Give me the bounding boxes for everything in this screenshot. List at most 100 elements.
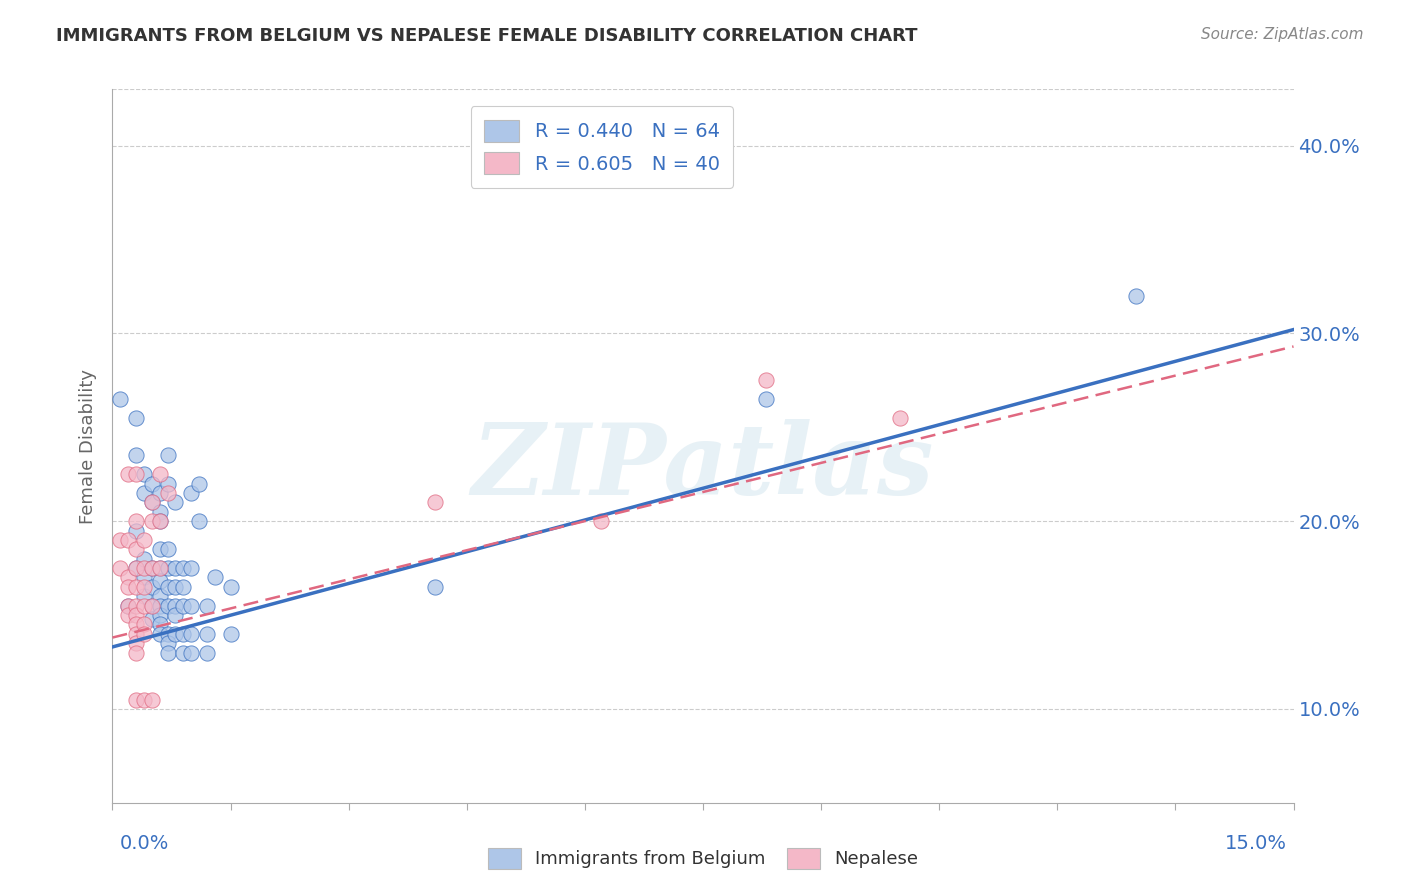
Point — [180, 627, 202, 641]
Point — [125, 646, 148, 660]
Point — [117, 599, 139, 613]
Point — [149, 589, 172, 603]
Legend: R = 0.440   N = 64, R = 0.605   N = 40: R = 0.440 N = 64, R = 0.605 N = 40 — [471, 106, 734, 188]
Point — [149, 617, 172, 632]
Text: ZIPatlas: ZIPatlas — [472, 419, 934, 516]
Point — [141, 495, 163, 509]
Point — [132, 580, 155, 594]
Point — [219, 627, 242, 641]
Point — [188, 476, 211, 491]
Point — [149, 561, 172, 575]
Point — [149, 505, 172, 519]
Point — [141, 599, 163, 613]
Point — [149, 542, 172, 557]
Point — [132, 589, 155, 603]
Point — [156, 580, 179, 594]
Point — [755, 373, 778, 387]
Point — [125, 524, 148, 538]
Point — [125, 636, 148, 650]
Point — [117, 570, 139, 584]
Point — [165, 607, 187, 622]
Point — [141, 599, 163, 613]
Point — [132, 561, 155, 575]
Point — [188, 514, 211, 528]
Point — [132, 692, 155, 706]
Point — [149, 514, 172, 528]
Point — [125, 542, 148, 557]
Point — [156, 636, 179, 650]
Point — [755, 392, 778, 406]
Point — [149, 574, 172, 589]
Point — [141, 561, 163, 575]
Point — [165, 627, 187, 641]
Legend: Immigrants from Belgium, Nepalese: Immigrants from Belgium, Nepalese — [481, 840, 925, 876]
Point — [125, 627, 148, 641]
Point — [156, 486, 179, 500]
Y-axis label: Female Disability: Female Disability — [79, 368, 97, 524]
Point — [180, 561, 202, 575]
Point — [117, 580, 139, 594]
Point — [156, 561, 179, 575]
Point — [172, 627, 194, 641]
Point — [165, 580, 187, 594]
Point — [165, 561, 187, 575]
Point — [141, 692, 163, 706]
Point — [125, 467, 148, 482]
Point — [125, 449, 148, 463]
Point — [141, 495, 163, 509]
Point — [156, 449, 179, 463]
Point — [117, 599, 139, 613]
Point — [156, 599, 179, 613]
Point — [141, 476, 163, 491]
Point — [149, 467, 172, 482]
Point — [132, 617, 155, 632]
Point — [125, 617, 148, 632]
Point — [125, 580, 148, 594]
Point — [149, 607, 172, 622]
Point — [149, 599, 172, 613]
Point — [117, 467, 139, 482]
Point — [110, 533, 132, 547]
Point — [172, 599, 194, 613]
Point — [589, 514, 612, 528]
Point — [889, 410, 911, 425]
Point — [180, 646, 202, 660]
Point — [149, 486, 172, 500]
Point — [165, 495, 187, 509]
Point — [110, 392, 132, 406]
Point — [125, 692, 148, 706]
Point — [132, 467, 155, 482]
Point — [204, 570, 226, 584]
Point — [156, 476, 179, 491]
Point — [149, 514, 172, 528]
Point — [141, 580, 163, 594]
Point — [156, 646, 179, 660]
Point — [132, 627, 155, 641]
Point — [149, 561, 172, 575]
Text: IMMIGRANTS FROM BELGIUM VS NEPALESE FEMALE DISABILITY CORRELATION CHART: IMMIGRANTS FROM BELGIUM VS NEPALESE FEMA… — [56, 27, 918, 45]
Point — [125, 561, 148, 575]
Point — [132, 551, 155, 566]
Point — [219, 580, 242, 594]
Point — [172, 646, 194, 660]
Point — [117, 533, 139, 547]
Point — [195, 646, 218, 660]
Point — [195, 599, 218, 613]
Point — [172, 580, 194, 594]
Point — [195, 627, 218, 641]
Point — [125, 599, 148, 613]
Point — [141, 561, 163, 575]
Point — [425, 580, 447, 594]
Point — [132, 533, 155, 547]
Text: Source: ZipAtlas.com: Source: ZipAtlas.com — [1201, 27, 1364, 42]
Point — [125, 410, 148, 425]
Point — [132, 599, 155, 613]
Point — [180, 599, 202, 613]
Point — [165, 599, 187, 613]
Point — [110, 561, 132, 575]
Point — [132, 486, 155, 500]
Text: 15.0%: 15.0% — [1225, 834, 1286, 853]
Point — [125, 514, 148, 528]
Point — [149, 627, 172, 641]
Point — [156, 542, 179, 557]
